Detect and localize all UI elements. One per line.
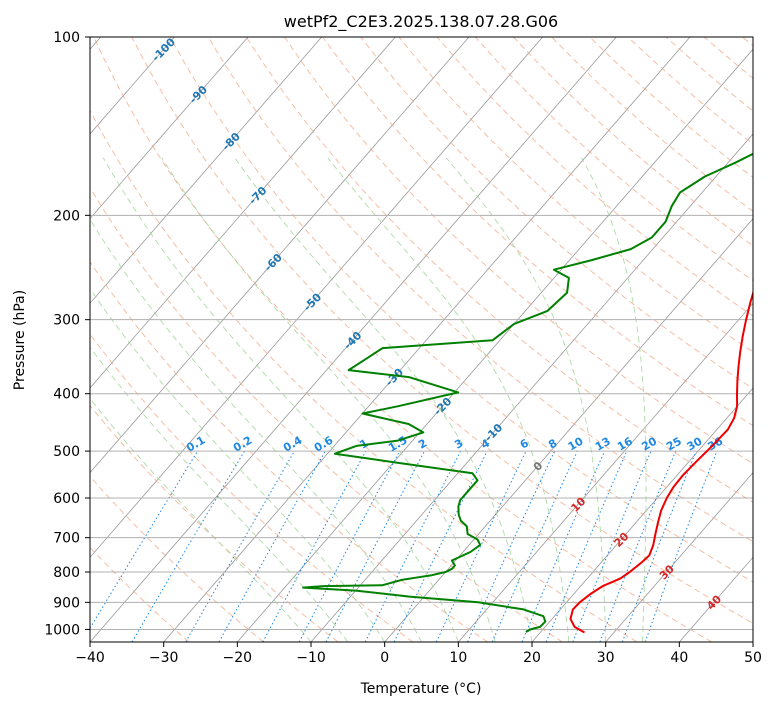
y-tick-label: 400 xyxy=(53,387,80,403)
y-axis: 100 200 300 400 500 600 700 800 900 1000 xyxy=(44,30,90,638)
temperature-profile-line xyxy=(569,289,753,634)
x-tick-label: −30 xyxy=(149,650,179,666)
mixing-ratio-line xyxy=(298,450,401,642)
x-tick-label: 30 xyxy=(597,650,615,666)
mixing-ratio-line xyxy=(90,450,199,630)
dry-adiabat-line xyxy=(207,37,753,543)
dewpoint-profile-line xyxy=(302,152,753,633)
dry-adiabat-line xyxy=(131,37,753,624)
mixing-ratio-line xyxy=(644,450,718,642)
x-axis-title: Temperature (°C) xyxy=(360,681,482,697)
y-tick-label: 700 xyxy=(53,531,80,547)
moist-adiabat-line xyxy=(327,157,570,642)
isotherm-line xyxy=(163,37,691,642)
isotherm-line xyxy=(90,37,249,220)
dry-adiabat-line xyxy=(90,475,264,642)
moist-adiabat-line xyxy=(446,157,607,642)
dry-adiabat-line xyxy=(90,404,339,642)
mixing-ratio-line xyxy=(572,450,652,642)
x-tick-label: 20 xyxy=(523,650,541,666)
plot-frame xyxy=(89,36,754,643)
y-tick-label: 200 xyxy=(53,208,80,224)
isotherm-line xyxy=(531,387,753,642)
dry-adiabat-line xyxy=(436,37,753,317)
y-tick-label: 800 xyxy=(53,565,80,581)
isotherm-line xyxy=(90,37,617,642)
pressure-gridlines xyxy=(90,37,753,630)
mixing-ratio-line xyxy=(621,450,697,642)
dry-adiabat-line xyxy=(93,37,712,642)
x-tick-label: −20 xyxy=(223,650,253,666)
dry-adiabat-line xyxy=(90,261,488,642)
x-tick-label: −40 xyxy=(75,650,105,666)
mixing-ratio-line xyxy=(599,450,677,642)
isotherm-line xyxy=(90,37,322,304)
mixing-ratio-line xyxy=(364,450,462,642)
x-tick-label: 10 xyxy=(449,650,467,666)
dry-adiabat-line xyxy=(90,546,190,642)
chart-title: wetPf2_C2E3.2025.138.07.28.G06 xyxy=(284,12,558,32)
isotherm-line xyxy=(458,302,753,642)
mixing-ratio-line xyxy=(545,450,628,642)
x-axis: −40 −30 −20 −10 0 10 20 30 40 50 xyxy=(75,642,762,666)
y-axis-title: Pressure (hPa) xyxy=(12,290,28,390)
x-tick-label: 50 xyxy=(744,650,762,666)
y-tick-label: 600 xyxy=(53,491,80,507)
profile-lines xyxy=(302,152,753,634)
dry-adiabat-line xyxy=(90,109,638,642)
isotherm-line xyxy=(384,218,753,642)
x-tick-label: −10 xyxy=(296,650,326,666)
dry-adiabat-line xyxy=(398,37,753,353)
dry-adiabat-line xyxy=(90,333,414,642)
y-tick-label: 900 xyxy=(53,595,80,611)
y-tick-label: 500 xyxy=(53,444,80,460)
x-tick-label: 40 xyxy=(670,650,688,666)
dry-adiabat-line xyxy=(245,37,753,503)
isotherm-line xyxy=(237,48,753,642)
moist-adiabat-line xyxy=(90,288,386,642)
dry-adiabat-line xyxy=(90,186,563,642)
mixing-ratio-line xyxy=(491,450,578,642)
dry-adiabat-line xyxy=(169,37,753,583)
mixing-ratio-line xyxy=(262,450,367,642)
moist-adiabat-line xyxy=(581,157,647,642)
mixing-ratio-line xyxy=(218,450,326,642)
y-tick-label: 1000 xyxy=(44,622,80,638)
y-tick-label: 100 xyxy=(53,30,80,46)
mixing-ratio-line xyxy=(521,450,606,642)
x-tick-label: 0 xyxy=(380,650,389,666)
background-reference-lines xyxy=(90,37,753,642)
isotherm-line xyxy=(90,37,543,558)
isotherm-line xyxy=(90,37,470,474)
y-tick-label: 300 xyxy=(53,313,80,329)
isotherm-line xyxy=(90,37,396,389)
isotherm-line xyxy=(605,472,753,642)
